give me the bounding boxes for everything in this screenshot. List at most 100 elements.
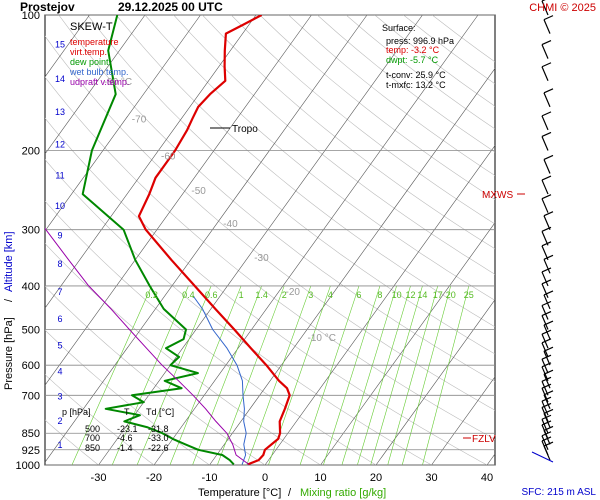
table-header-t: T [124, 407, 130, 417]
wind-barb-staff [541, 366, 549, 382]
pressure-tick-label: 600 [22, 360, 40, 372]
isotherm-line [44, 14, 146, 155]
mixing-ratio-label: 14 [417, 290, 427, 300]
surface-press: press: 996.9 hPa [386, 36, 454, 46]
legend-item-updraft: udpraft v.temp. [70, 77, 129, 87]
isotherm-line [98, 14, 423, 466]
mixing-ratio-label: 1.4 [255, 290, 268, 300]
mixing-ratio-label: 4 [328, 290, 333, 300]
altitude-tick-label: 12 [55, 139, 65, 149]
altitude-tick-label: 11 [55, 171, 64, 181]
wind-barb-flag [541, 0, 546, 2]
wind-barb-staff [541, 66, 549, 81]
wind-barb-staff [541, 245, 549, 261]
isotherm-line [153, 14, 479, 466]
temperature-tick-label: -30 [91, 472, 107, 484]
isotherm-label: -60 [161, 151, 176, 162]
mixing-ratio-line [357, 285, 411, 466]
plot-frame [44, 14, 496, 466]
wind-barb-flag [541, 431, 552, 437]
altitude-tick-label: 6 [57, 314, 62, 324]
pressure-tick-label: 300 [22, 225, 40, 237]
altitude-tick-label: 9 [57, 231, 62, 241]
y-axis-altitude-label: Altitude [km] [3, 231, 15, 292]
mixing-ratio-line [370, 285, 423, 466]
wind-barb-staff [541, 136, 549, 151]
mixing-ratio-line [192, 285, 262, 466]
table-cell: 700 [85, 433, 100, 443]
altitude-tick-label: 3 [57, 392, 62, 402]
wind-barb-staff [543, 92, 551, 108]
wind-barb-staff [543, 215, 551, 230]
pressure-tick-label: 100 [22, 10, 40, 22]
wind-barb-flag [541, 175, 552, 181]
wind-barb-flag [543, 408, 554, 414]
isotherm-line [486, 453, 496, 466]
wind-barb-staff [541, 231, 549, 246]
isotherm-label: -10 °C [308, 333, 336, 344]
wind-barb-staff [541, 424, 549, 440]
wind-barb-staff [543, 19, 551, 34]
wind-barb-staff [543, 373, 551, 389]
series-line-dew-point [81, 15, 235, 465]
mixing-ratio-label: 0.6 [205, 290, 218, 300]
wind-barb-flag [541, 300, 552, 307]
wind-barb-staff [541, 358, 549, 374]
pressure-tick-label: 925 [22, 445, 40, 457]
wind-barb-staff [541, 387, 549, 403]
table-header-td: Td [°C] [146, 407, 174, 417]
mixing-ratio-line [217, 285, 285, 466]
wind-barb-staff [541, 115, 549, 131]
wind-barb-flag [543, 254, 554, 260]
wind-barb-staff [541, 400, 549, 416]
altitude-tick-label: 1 [57, 440, 62, 450]
wind-barb-staff [543, 259, 551, 274]
altitude-tick-label: 7 [57, 287, 62, 297]
mixing-ratio-label: 2 [282, 290, 287, 300]
isotherm-label: -20 [286, 287, 301, 298]
altitude-tick-label: 2 [57, 416, 62, 426]
wind-barb-flag [541, 383, 552, 389]
mixing-ratio-line [71, 285, 152, 466]
pressure-tick-label: 700 [22, 390, 40, 402]
wind-barb-staff [543, 324, 551, 340]
mixing-ratio-label: 10 [392, 290, 402, 300]
mixing-ratio-label: 17 [433, 290, 443, 300]
wind-barb-staff [541, 381, 549, 396]
isotherm-line [320, 222, 496, 466]
isotherm-label: -80 °C [104, 77, 132, 88]
mixing-ratio-label: 20 [446, 290, 456, 300]
series-line-wet-bulb-temp [192, 295, 247, 465]
surface-wind-barb [531, 451, 554, 463]
series-line-temperature [137, 15, 291, 465]
legend-item-virt-temp: virt.temp. [70, 47, 107, 57]
wind-barb-staff [541, 271, 549, 287]
legend-item-wet-bulb: wet bulb temp. [69, 67, 129, 77]
surface-temp: temp: -3.2 °C [386, 45, 440, 55]
altitude-tick-label: 5 [57, 341, 62, 351]
isotherm-line [44, 14, 90, 77]
wind-barb-staff [541, 198, 549, 213]
wind-barb-flag [541, 62, 552, 68]
wind-barb-flag [543, 390, 554, 396]
mixing-ratio-line [401, 285, 451, 466]
wind-barb-flag [541, 40, 552, 46]
mixing-ratio-line [341, 285, 397, 466]
x-axis-mix-label: Mixing ratio [g/kg] [300, 487, 386, 499]
wind-barb-flag [541, 111, 552, 117]
isotherm-line [44, 14, 201, 232]
wind-barb-staff [541, 315, 549, 330]
legend-item-temperature: temperature [70, 37, 119, 47]
mixing-ratio-line [387, 285, 439, 466]
wind-barb-staff [541, 44, 549, 59]
wind-barb-flag [543, 154, 554, 161]
altitude-tick-label: 13 [55, 107, 65, 117]
pressure-tick-label: 850 [22, 428, 40, 440]
level-table: p [hPa] T Td [°C] 500 -23.1 -31.8 700 -4… [62, 407, 174, 453]
pressure-tick-label: 400 [22, 281, 40, 293]
dry-adiabat-line [144, 15, 495, 301]
wind-barb-staff [541, 333, 549, 349]
pressure-tick-label: 1000 [16, 460, 40, 472]
sfc-label: SFC: 215 m ASL [522, 487, 597, 498]
